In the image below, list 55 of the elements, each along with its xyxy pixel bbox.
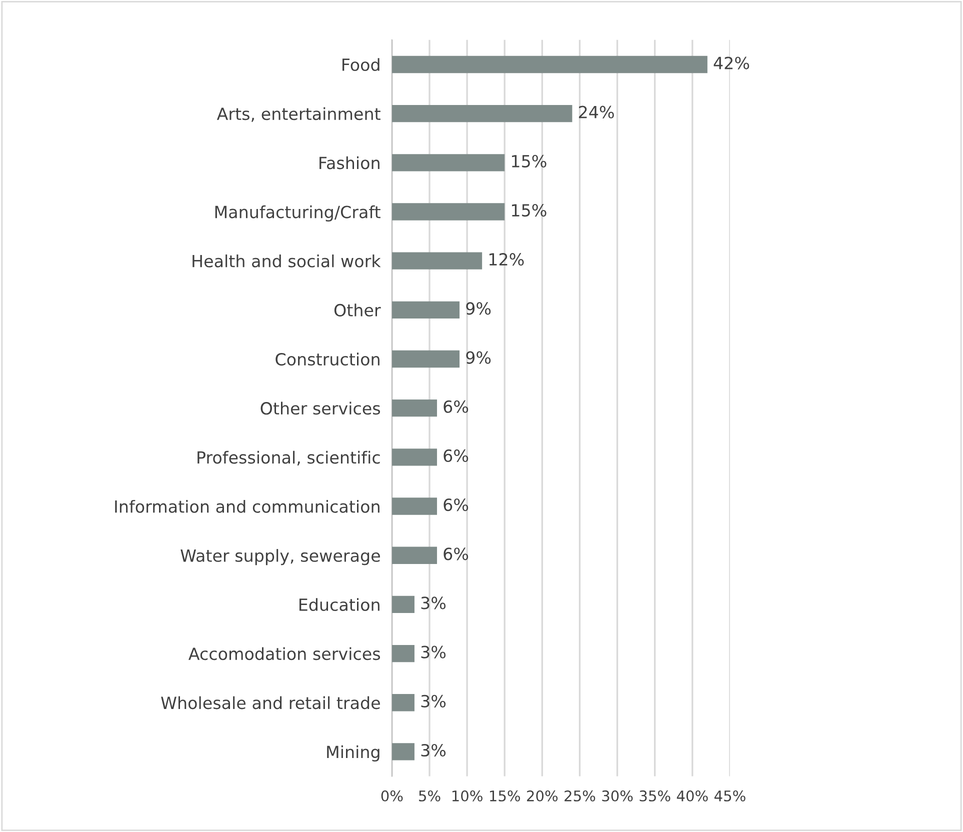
y-tick-label: Food <box>342 58 380 72</box>
x-tick-label: 5% <box>419 790 440 802</box>
data-label: 42% <box>714 56 750 70</box>
y-tick-label: Other services <box>260 402 380 415</box>
y-tick-label: Mining <box>327 745 380 762</box>
bar <box>392 546 438 564</box>
x-tick-label: 30% <box>602 790 633 802</box>
bar <box>392 252 482 270</box>
bar <box>392 448 438 466</box>
y-tick-label: Education <box>299 598 380 612</box>
x-tick-label: 15% <box>490 790 520 802</box>
bar <box>392 56 708 74</box>
data-label: 3% <box>421 596 446 610</box>
y-tick-label: Information and communication <box>115 500 380 513</box>
data-label: 15% <box>512 204 546 217</box>
data-label: 6% <box>444 498 468 512</box>
y-tick-label: Construction <box>276 352 380 366</box>
bar <box>392 644 414 662</box>
y-tick-label: Wholesale and retail trade <box>161 696 380 710</box>
data-label: 3% <box>421 646 446 658</box>
x-tick-label: 10% <box>452 790 482 802</box>
data-label: 6% <box>444 400 468 413</box>
y-tick-label: Water supply, sewerage <box>180 549 380 566</box>
x-tick-label: 0% <box>381 790 403 802</box>
x-tick-label: 45% <box>714 790 746 802</box>
data-label: 12% <box>489 253 524 266</box>
bar <box>392 350 460 368</box>
data-label: 3% <box>421 694 446 708</box>
bar <box>392 203 505 220</box>
y-tick-label: Fashion <box>320 156 380 170</box>
data-label: 9% <box>466 302 491 315</box>
y-tick-label: Other <box>334 304 381 316</box>
y-tick-label: Accomodation services <box>188 647 380 660</box>
data-label: 9% <box>466 351 491 364</box>
bar <box>392 694 414 712</box>
bar <box>392 743 414 760</box>
bar <box>392 301 460 319</box>
y-tick-label: Manufacturing/Craft <box>215 205 380 222</box>
y-tick-label: Arts, entertainment <box>216 107 380 122</box>
bar <box>392 104 572 122</box>
bar <box>392 596 414 614</box>
x-tick-label: 20% <box>527 790 558 802</box>
data-label: 24% <box>578 106 614 118</box>
data-label: 3% <box>421 744 446 757</box>
bar <box>392 498 438 515</box>
y-tick-label: Professional, scientific <box>198 450 380 466</box>
x-tick-label: 25% <box>564 790 596 802</box>
bar <box>392 400 438 417</box>
bar <box>392 154 505 172</box>
x-tick-label: 35% <box>640 790 670 802</box>
y-tick-label: Health and social work <box>192 254 381 268</box>
data-label: 15% <box>512 154 546 168</box>
data-label: 6% <box>444 548 468 560</box>
data-label: 6% <box>444 449 468 462</box>
x-tick-label: 40% <box>676 790 708 802</box>
